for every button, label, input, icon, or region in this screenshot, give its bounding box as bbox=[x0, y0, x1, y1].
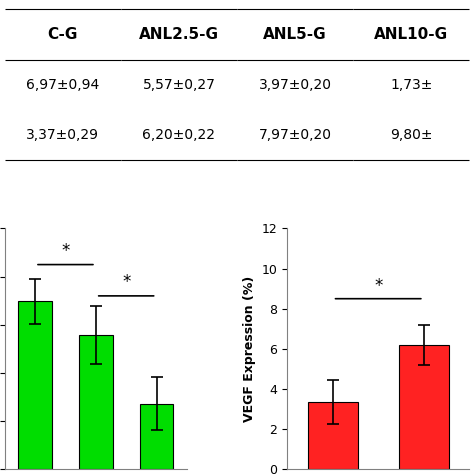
Bar bbox=[79, 335, 112, 469]
Bar bbox=[399, 345, 449, 469]
Bar bbox=[140, 403, 173, 469]
Y-axis label: VEGF Expression (%): VEGF Expression (%) bbox=[243, 276, 256, 422]
Bar bbox=[18, 301, 52, 469]
Text: *: * bbox=[374, 277, 383, 295]
Text: *: * bbox=[61, 242, 70, 260]
Text: *: * bbox=[122, 273, 130, 291]
Bar bbox=[308, 401, 358, 469]
